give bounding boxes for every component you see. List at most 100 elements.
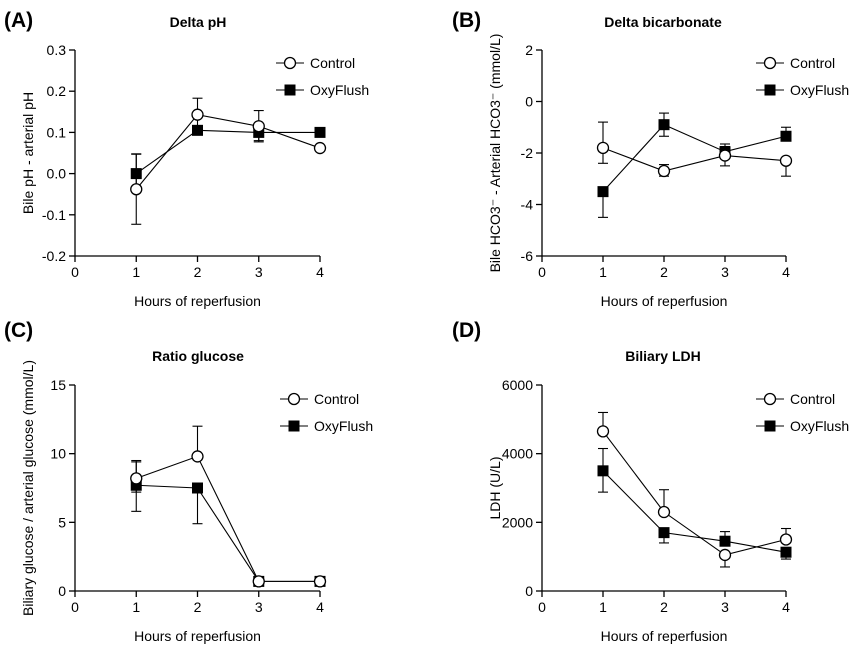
legend-label: Control	[310, 55, 355, 71]
y-tick-label: -6	[521, 248, 534, 264]
data-point	[657, 505, 671, 519]
data-point	[780, 130, 792, 142]
legend-label: Control	[314, 391, 359, 407]
data-point	[314, 126, 326, 138]
y-tick-label: 0	[525, 94, 533, 110]
series-line	[602, 431, 787, 556]
data-point	[657, 164, 671, 178]
data-point	[191, 450, 204, 463]
y-tick-label: -2	[521, 145, 534, 161]
data-point	[597, 465, 609, 477]
data-point	[192, 482, 203, 494]
panel-label: (C)	[4, 319, 33, 342]
chart-panel-3: (C) Ratio glucose 0 1 2 3 4 0 5 10 15 Hours of repe…	[4, 319, 373, 644]
data-point	[313, 141, 327, 155]
x-tick-label: 3	[255, 599, 263, 615]
y-tick-label: 2	[525, 42, 533, 58]
x-tick-label: 3	[255, 264, 263, 280]
x-tick-label: 2	[660, 599, 668, 615]
data-point	[313, 575, 327, 588]
series-line	[602, 124, 787, 192]
legend-label: OxyFlush	[314, 418, 373, 434]
legend-label: Control	[790, 55, 835, 71]
legend: Control OxyFlush	[276, 55, 369, 98]
data-point	[130, 183, 143, 196]
panel-label: (B)	[452, 9, 481, 32]
y-tick-label: -4	[521, 197, 534, 213]
x-axis-label: Hours of reperfusion	[601, 628, 728, 644]
legend-marker	[288, 420, 300, 432]
y-axis-label: LDH (U/L)	[487, 456, 503, 519]
x-tick-label: 1	[132, 264, 140, 280]
x-tick-label: 3	[721, 264, 729, 280]
x-tick-label: 0	[538, 599, 546, 615]
x-tick-label: 1	[599, 264, 607, 280]
series-oxyflush	[597, 112, 792, 218]
legend: Control OxyFlush	[756, 391, 849, 434]
chart-title: Biliary LDH	[625, 348, 700, 364]
y-axis-label: Bile HCO3⁻ - Arterial HCO3⁻ (mmol/L)	[487, 34, 503, 273]
series-line	[135, 114, 321, 190]
x-tick-label: 0	[71, 599, 79, 615]
chart-title: Delta pH	[170, 14, 227, 30]
legend: Control OxyFlush	[756, 55, 849, 98]
data-point	[130, 472, 143, 485]
x-axis-label: Hours of reperfusion	[134, 628, 261, 644]
x-tick-label: 0	[71, 264, 79, 280]
data-point	[780, 546, 792, 558]
y-tick-label: -0.1	[42, 207, 66, 223]
x-tick-label: 2	[194, 264, 202, 280]
series-line	[602, 147, 787, 172]
series-line	[136, 484, 320, 582]
y-tick-label: 10	[50, 446, 66, 462]
data-point	[718, 548, 732, 562]
legend-marker	[283, 56, 297, 70]
series-line	[602, 470, 787, 553]
series-control	[130, 97, 327, 225]
legend-marker	[287, 392, 301, 406]
legend-label: OxyFlush	[790, 418, 849, 434]
legend-marker	[764, 420, 776, 432]
series-control	[596, 411, 793, 568]
legend-marker	[764, 84, 776, 96]
x-axis-label: Hours of reperfusion	[601, 293, 728, 309]
data-point	[779, 154, 793, 167]
y-tick-label: 0.3	[47, 42, 67, 58]
x-tick-label: 1	[599, 599, 607, 615]
y-tick-label: 5	[58, 514, 66, 530]
x-tick-label: 4	[316, 599, 324, 615]
x-tick-label: 1	[132, 599, 140, 615]
y-axis-label: Biliary glucose / arterial glucose (mmol…	[20, 360, 36, 616]
x-tick-label: 4	[782, 264, 790, 280]
y-tick-label: 15	[50, 377, 66, 393]
data-point	[596, 141, 610, 155]
data-point	[718, 149, 732, 162]
legend-label: Control	[790, 391, 835, 407]
legend-marker	[763, 392, 777, 406]
data-point	[658, 527, 670, 539]
y-tick-label: 0	[58, 583, 66, 599]
data-point	[597, 186, 609, 198]
series-control	[596, 121, 793, 178]
series-line	[135, 129, 320, 175]
data-point	[658, 119, 670, 131]
x-tick-label: 2	[194, 599, 202, 615]
data-point	[779, 533, 793, 546]
series-oxyflush	[130, 124, 326, 189]
data-point	[719, 535, 731, 547]
x-tick-label: 0	[538, 264, 546, 280]
y-tick-label: 0	[525, 583, 533, 599]
chart-title: Ratio glucose	[152, 348, 244, 364]
series-oxyflush	[597, 447, 792, 560]
chart-panel-2: (B) Delta bicarbonate 0 1 2 3 4 -6 -4 -2 0 2 Hours o…	[452, 9, 849, 309]
data-point	[596, 425, 610, 438]
y-tick-label: 0.0	[47, 166, 67, 182]
x-axis-label: Hours of reperfusion	[134, 293, 261, 309]
y-tick-label: 0.2	[47, 83, 67, 99]
x-tick-label: 4	[316, 264, 324, 280]
data-point	[191, 108, 204, 121]
y-tick-label: -0.2	[42, 248, 66, 264]
series-control	[130, 425, 327, 588]
panel-label: (D)	[452, 319, 481, 342]
